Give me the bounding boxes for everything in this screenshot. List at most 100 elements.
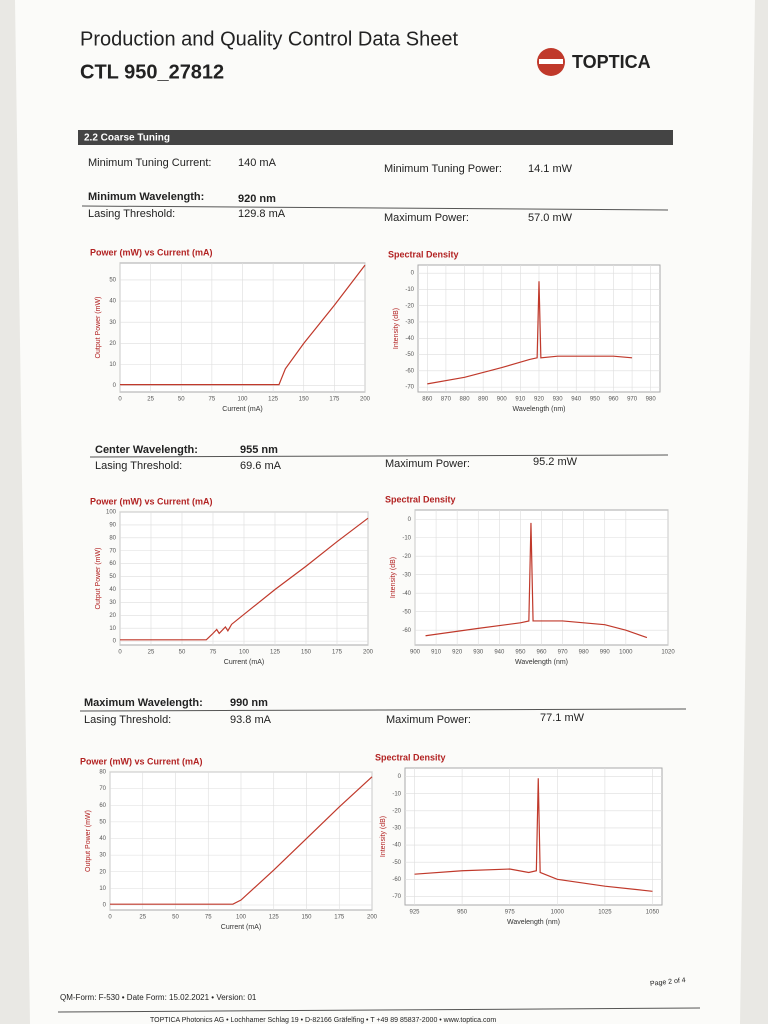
y-tick-label: 30: [99, 853, 106, 859]
y-tick-label: -40: [392, 843, 401, 849]
page-number: Page 2 of 4: [650, 977, 686, 988]
rule: [81, 205, 669, 211]
y-tick-label: 60: [109, 561, 116, 567]
y-tick-label: -10: [405, 287, 414, 293]
y-tick-label: 0: [113, 383, 117, 389]
x-tick-label: 960: [608, 397, 619, 403]
x-tick-label: 940: [571, 397, 582, 403]
x-tick-label: 975: [505, 910, 516, 916]
x-tick-label: 150: [299, 397, 310, 403]
chart-title: Power (mW) vs Current (mA): [90, 247, 213, 257]
model: CTL 950_27812: [80, 61, 224, 83]
y-tick-label: -10: [392, 791, 401, 797]
chart-title: Power (mW) vs Current (mA): [90, 496, 213, 506]
rule: [79, 708, 687, 712]
rule: [89, 454, 669, 458]
field-value: 57.0 mW: [528, 212, 573, 224]
x-tick-label: 150: [301, 650, 312, 656]
x-tick-label: 980: [646, 397, 657, 403]
field-label: Minimum Tuning Power:: [384, 163, 502, 175]
x-tick-label: 940: [494, 650, 505, 656]
x-tick-label: 910: [431, 650, 442, 656]
y-tick-label: -30: [402, 572, 411, 578]
x-tick-label: 1050: [646, 910, 660, 916]
y-tick-label: -10: [402, 535, 411, 541]
y-tick-label: -40: [402, 591, 411, 597]
x-tick-label: 970: [558, 650, 569, 656]
x-tick-label: 50: [172, 915, 179, 921]
y-tick-label: 0: [103, 903, 107, 909]
x-tick-label: 860: [422, 397, 433, 403]
y-tick-label: 10: [109, 362, 116, 368]
y-tick-label: 10: [109, 626, 116, 632]
field-label: Center Wavelength:: [95, 444, 198, 456]
y-tick-label: 0: [411, 271, 415, 277]
x-tick-label: 920: [452, 650, 463, 656]
x-tick-label: 960: [536, 650, 547, 656]
y-tick-label: 50: [109, 574, 116, 580]
x-axis-label: Current (mA): [222, 406, 262, 413]
field-label: Maximum Power:: [386, 714, 471, 726]
y-tick-label: 0: [398, 774, 402, 780]
y-tick-label: 40: [99, 836, 106, 842]
y-tick-label: 0: [113, 639, 117, 645]
field-label: Maximum Power:: [384, 212, 469, 224]
x-tick-label: 950: [590, 397, 601, 403]
y-tick-label: 80: [109, 535, 116, 541]
x-tick-label: 200: [367, 915, 378, 921]
field-label: Lasing Threshold:: [95, 460, 182, 472]
x-axis-label: Wavelength (nm): [512, 406, 565, 413]
field-value: 990 nm: [230, 697, 268, 709]
y-tick-label: -20: [392, 808, 401, 814]
x-tick-label: 75: [205, 915, 212, 921]
x-tick-label: 0: [118, 650, 122, 656]
y-tick-label: 60: [99, 803, 106, 809]
x-tick-label: 150: [301, 915, 312, 921]
field-value: 920 nm: [238, 193, 276, 205]
y-tick-label: -70: [392, 894, 401, 900]
x-tick-label: 75: [210, 650, 217, 656]
x-tick-label: 175: [329, 397, 340, 403]
x-tick-label: 25: [139, 915, 146, 921]
y-tick-label: 30: [109, 320, 116, 326]
x-tick-label: 25: [148, 650, 155, 656]
section-bar: [78, 130, 673, 145]
x-tick-label: 0: [108, 915, 112, 921]
x-tick-label: 125: [270, 650, 281, 656]
section-title: 2.2 Coarse Tuning: [84, 133, 170, 144]
logo: TOPTICA: [572, 52, 651, 72]
field-label: Minimum Wavelength:: [88, 191, 204, 203]
field-value: 93.8 mA: [230, 714, 272, 726]
y-tick-label: 100: [106, 510, 117, 516]
x-tick-label: 970: [627, 397, 638, 403]
y-tick-label: 50: [99, 819, 106, 825]
y-tick-label: -30: [405, 320, 414, 326]
x-axis-label: Current (mA): [224, 659, 264, 666]
y-tick-label: 0: [408, 517, 412, 523]
x-tick-label: 200: [360, 397, 371, 403]
y-tick-label: -20: [402, 554, 411, 560]
x-tick-label: 175: [332, 650, 343, 656]
plot-area: [404, 767, 663, 906]
x-tick-label: 100: [236, 915, 247, 921]
x-tick-label: 980: [579, 650, 590, 656]
x-tick-label: 1025: [598, 910, 612, 916]
x-tick-label: 50: [178, 397, 185, 403]
x-tick-label: 100: [239, 650, 250, 656]
y-tick-label: -60: [405, 368, 414, 374]
x-tick-label: 1020: [661, 650, 675, 656]
data-line: [110, 776, 373, 905]
field-value: 69.6 mA: [240, 460, 282, 472]
y-axis-label: Intensity (dB): [390, 557, 397, 598]
y-tick-label: 10: [99, 886, 106, 892]
footer-form: QM-Form: F-530 • Date Form: 15.02.2021 •…: [60, 993, 257, 1002]
data-line: [425, 522, 648, 639]
x-tick-label: 990: [600, 650, 611, 656]
y-tick-label: 40: [109, 587, 116, 593]
y-tick-label: -60: [392, 877, 401, 883]
x-tick-label: 930: [553, 397, 564, 403]
y-tick-label: -60: [402, 628, 411, 634]
y-axis-label: Intensity (dB): [380, 816, 387, 857]
